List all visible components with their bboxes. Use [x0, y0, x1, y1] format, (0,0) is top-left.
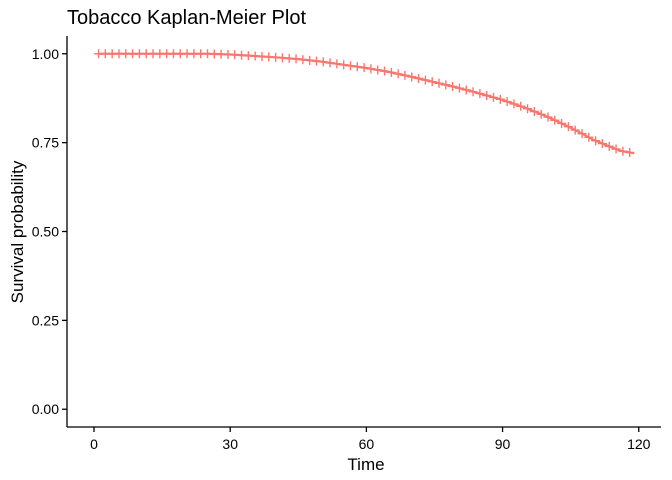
x-tick-label: 60: [359, 436, 375, 452]
censor-mark: [448, 81, 458, 91]
y-axis-ticks: 0.00 0.25 0.50 0.75 1.00: [32, 46, 67, 417]
censor-mark: [563, 122, 573, 132]
y-tick-label: 0.25: [32, 312, 59, 328]
censor-mark: [441, 80, 451, 90]
censor-mark: [597, 139, 607, 149]
censor-mark: [380, 66, 390, 76]
censor-mark: [454, 83, 464, 93]
censor-mark: [488, 92, 498, 102]
censor-mark: [427, 77, 437, 87]
plot-area: [94, 49, 635, 157]
censor-mark: [495, 94, 505, 104]
y-tick-label: 0.00: [32, 401, 59, 417]
censor-mark: [461, 85, 471, 95]
chart-title: Tobacco Kaplan-Meier Plot: [67, 7, 306, 29]
censor-mark: [577, 129, 587, 139]
censor-mark: [386, 67, 396, 77]
censor-mark: [366, 64, 376, 74]
censor-mark: [523, 104, 533, 114]
censor-mark: [502, 97, 512, 107]
censor-mark: [345, 61, 355, 71]
censor-mark: [543, 112, 553, 122]
survival-curve: [98, 52, 635, 155]
censor-mark: [420, 75, 430, 85]
censor-mark: [550, 115, 560, 125]
censor-mark: [584, 132, 594, 142]
x-tick-label: 30: [222, 436, 238, 452]
y-tick-label: 1.00: [32, 46, 59, 62]
censor-mark: [393, 69, 403, 79]
censor-mark: [325, 58, 335, 68]
censor-mark: [298, 55, 308, 65]
x-tick-label: 0: [90, 436, 98, 452]
censor-mark: [434, 78, 444, 88]
censor-mark: [611, 144, 621, 154]
censor-mark: [373, 65, 383, 75]
censor-mark: [570, 125, 580, 135]
y-tick-label: 0.50: [32, 224, 59, 240]
censor-mark: [591, 136, 601, 146]
censor-mark: [468, 87, 478, 97]
censor-mark: [305, 55, 315, 65]
x-tick-label: 90: [495, 436, 511, 452]
censor-mark: [318, 57, 328, 67]
censor-mark: [516, 101, 526, 111]
censor-mark: [359, 63, 369, 73]
censor-mark: [352, 62, 362, 72]
censor-mark: [311, 56, 321, 66]
x-tick-label: 120: [627, 436, 651, 452]
censor-mark: [604, 141, 614, 151]
censor-mark: [536, 109, 546, 119]
censor-mark: [407, 72, 417, 82]
censor-mark: [529, 106, 539, 116]
censor-mark: [618, 146, 628, 156]
x-axis-ticks: 0 30 60 90 120: [90, 427, 651, 452]
censor-mark: [557, 118, 567, 128]
censor-mark: [482, 91, 492, 101]
y-tick-label: 0.75: [32, 135, 59, 151]
y-axis-title: Survival probability: [8, 160, 27, 303]
censor-mark: [400, 70, 410, 80]
censor-mark: [332, 59, 342, 69]
x-axis-title: Time: [347, 455, 384, 474]
censor-mark: [339, 60, 349, 70]
censor-mark: [625, 147, 635, 157]
censor-mark: [475, 89, 485, 99]
censor-mark: [414, 73, 424, 83]
censor-mark: [509, 99, 519, 109]
